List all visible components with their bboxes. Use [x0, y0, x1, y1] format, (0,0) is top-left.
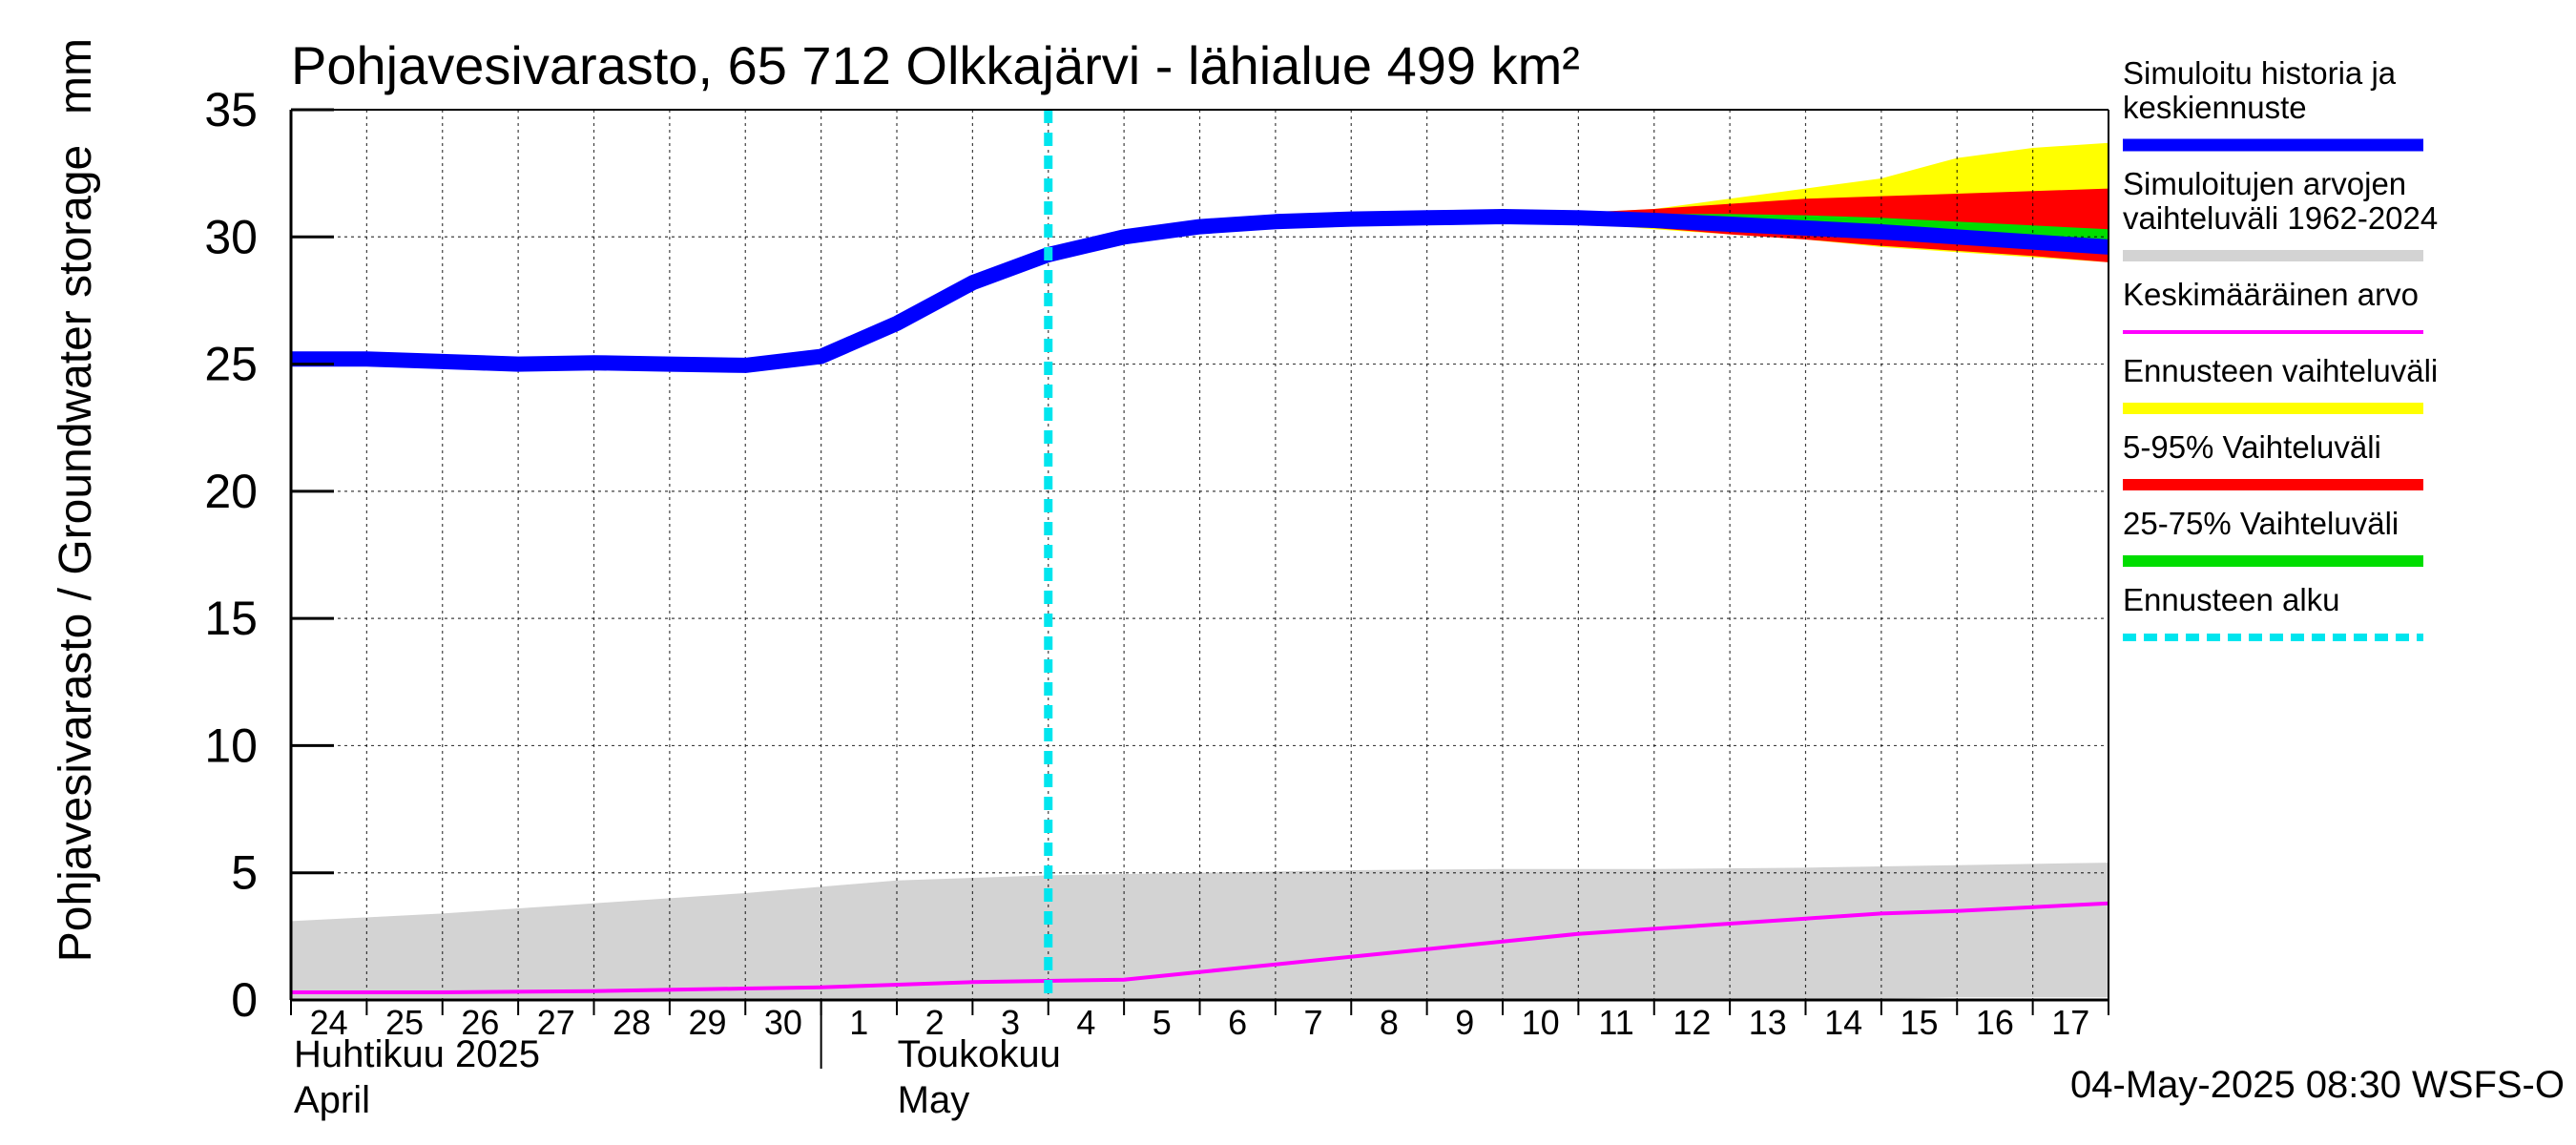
- chart-title: Pohjavesivarasto, 65 712 Olkkajärvi - lä…: [291, 35, 1580, 95]
- x-tick-label: 11: [1598, 1003, 1633, 1042]
- y-axis-unit: mm: [51, 38, 101, 114]
- y-tick-label: 10: [204, 718, 258, 772]
- x-tick-label: 7: [1304, 1003, 1323, 1042]
- x-tick-label: 25: [385, 1003, 424, 1042]
- month-label-en: April: [294, 1079, 370, 1121]
- x-tick-label: 16: [1976, 1003, 2014, 1042]
- y-tick-label: 0: [231, 973, 258, 1027]
- month-label-fi: Toukokuu: [898, 1033, 1061, 1075]
- plot-area: [290, 109, 2109, 1001]
- x-tick-label: 15: [1901, 1003, 1939, 1042]
- y-tick-label: 25: [204, 338, 258, 391]
- legend-label: vaihteluväli 1962-2024: [2123, 200, 2438, 236]
- x-tick-label: 6: [1228, 1003, 1247, 1042]
- timestamp-footer: 04-May-2025 08:30 WSFS-O: [2070, 1064, 2565, 1106]
- x-tick-label: 29: [689, 1003, 727, 1042]
- y-tick-label: 20: [204, 465, 258, 518]
- y-tick-label: 15: [204, 592, 258, 645]
- series-line-keskimaarainen-arvo: [291, 901, 2109, 994]
- y-tick-label: 30: [204, 210, 258, 263]
- month-label-en: May: [898, 1079, 970, 1121]
- x-tick-label: 3: [1001, 1003, 1020, 1042]
- x-tick-label: 14: [1824, 1003, 1862, 1042]
- legend-label: Simuloitujen arvojen: [2123, 166, 2406, 201]
- legend-label: Keskimääräinen arvo: [2123, 277, 2419, 312]
- x-tick-label: 13: [1749, 1003, 1787, 1042]
- series-line-simuloitu-historia-ja-keskiennuste: [291, 209, 2109, 373]
- x-tick-label: 10: [1522, 1003, 1560, 1042]
- legend-label: 5-95% Vaihteluväli: [2123, 429, 2381, 465]
- legend-label: 25-75% Vaihteluväli: [2123, 506, 2399, 541]
- x-tick-label: 5: [1153, 1003, 1172, 1042]
- x-tick-label: 8: [1380, 1003, 1399, 1042]
- legend-label: Ennusteen alku: [2123, 582, 2340, 617]
- legend-label: Ennusteen vaihteluväli: [2123, 353, 2438, 388]
- x-tick-label: 1: [849, 1003, 868, 1042]
- x-tick-label: 27: [537, 1003, 575, 1042]
- x-tick-label: 26: [461, 1003, 499, 1042]
- month-label-fi: Huhtikuu 2025: [294, 1033, 540, 1075]
- x-tick-label: 24: [310, 1003, 348, 1042]
- y-axis-label: Pohjavesivarasto / Groundwater storage: [51, 145, 101, 962]
- x-tick-label: 2: [925, 1003, 945, 1042]
- x-tick-label: 12: [1672, 1003, 1711, 1042]
- x-tick-label: 28: [613, 1003, 651, 1042]
- x-tick-label: 4: [1076, 1003, 1095, 1042]
- y-tick-label: 5: [231, 846, 258, 900]
- x-tick-label: 30: [764, 1003, 802, 1042]
- x-tick-label: 9: [1455, 1003, 1474, 1042]
- y-tick-label: 35: [204, 83, 258, 136]
- legend-label: Simuloitu historia ja: [2123, 55, 2397, 91]
- x-tick-label: 17: [2051, 1003, 2089, 1042]
- legend-label: keskiennuste: [2123, 90, 2307, 125]
